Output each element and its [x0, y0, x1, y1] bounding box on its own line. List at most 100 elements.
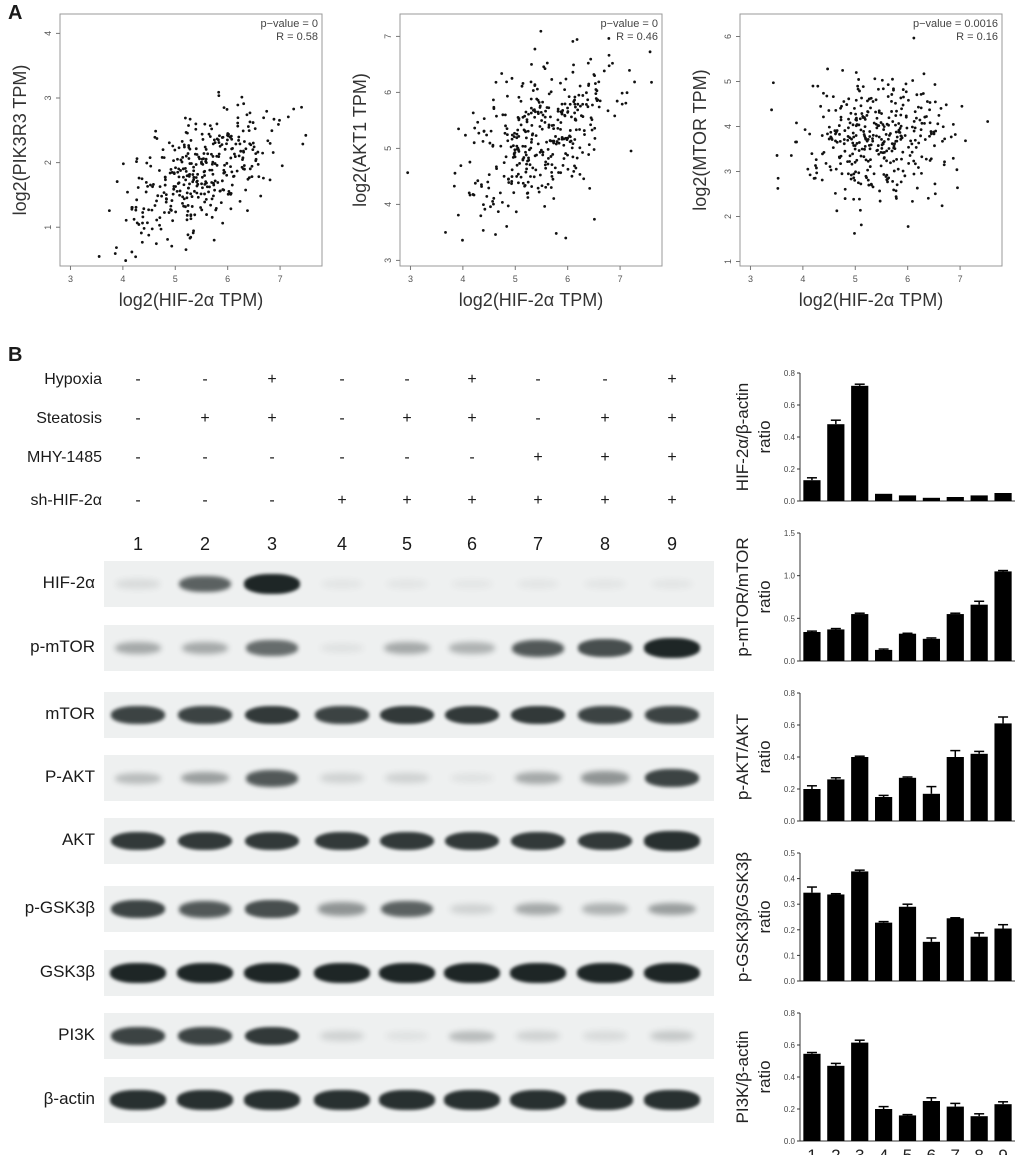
- data-point: [158, 185, 162, 189]
- data-point: [880, 112, 883, 115]
- condition-mark: +: [402, 410, 412, 427]
- data-point: [554, 232, 558, 235]
- data-point: [191, 173, 195, 176]
- data-point: [530, 123, 534, 127]
- data-point: [202, 152, 206, 155]
- data-point: [215, 137, 219, 141]
- blot-band: [111, 705, 165, 725]
- data-point: [261, 151, 265, 155]
- bar: [898, 1115, 917, 1141]
- condition-mark: -: [269, 449, 275, 466]
- data-point: [178, 189, 182, 193]
- bar: [875, 922, 893, 981]
- condition-mark: +: [467, 410, 477, 427]
- data-point: [185, 218, 189, 222]
- y-axis-label-ratio: ratio: [755, 420, 774, 453]
- y-axis-label: p-GSK3β/GSK3β: [733, 852, 752, 982]
- data-point: [153, 135, 157, 139]
- data-point: [511, 144, 515, 148]
- bar: [994, 493, 1012, 501]
- data-point: [147, 233, 151, 237]
- data-point: [871, 139, 875, 143]
- blot-band: [245, 900, 299, 918]
- data-point: [853, 106, 856, 110]
- data-point: [516, 128, 520, 132]
- bar: [803, 892, 821, 981]
- data-point: [872, 121, 876, 125]
- data-point: [164, 178, 167, 182]
- data-point: [479, 214, 483, 218]
- data-point: [560, 102, 564, 106]
- data-point: [181, 195, 185, 199]
- data-point: [892, 188, 896, 192]
- data-point: [874, 98, 878, 102]
- data-point: [539, 29, 543, 33]
- data-point: [134, 208, 138, 212]
- data-point: [480, 185, 483, 188]
- data-point: [134, 205, 138, 209]
- data-point: [187, 174, 191, 178]
- bar-chart-4: 0.0 0.1 0.2 0.3 0.4 0.5 p-GSK3β/GSK3β ratio: [733, 849, 1015, 986]
- data-point: [170, 209, 173, 212]
- data-point: [538, 104, 542, 108]
- data-point: [840, 172, 844, 176]
- data-point: [545, 140, 548, 144]
- data-point: [525, 120, 529, 124]
- data-point: [910, 142, 914, 146]
- data-point: [899, 113, 903, 117]
- data-point: [553, 166, 557, 170]
- y-tick-label: 0.8: [784, 689, 796, 698]
- data-point: [611, 61, 614, 65]
- data-point: [578, 146, 582, 150]
- data-point: [130, 206, 134, 209]
- lane-number: 6: [466, 534, 477, 554]
- y-tick-label: 0.2: [784, 785, 796, 794]
- data-point: [190, 205, 194, 208]
- blot-strip: [104, 692, 714, 738]
- data-point: [839, 115, 843, 119]
- data-point: [512, 153, 516, 157]
- data-point: [203, 169, 207, 173]
- data-point: [208, 185, 211, 189]
- data-point: [515, 136, 519, 140]
- data-point: [204, 180, 208, 184]
- blot-band: [379, 831, 435, 851]
- data-point: [928, 134, 931, 138]
- data-point: [933, 100, 937, 104]
- data-point: [821, 152, 824, 156]
- y-tick-label: 0.4: [784, 1073, 796, 1082]
- blot-strip: [104, 625, 714, 671]
- data-point: [851, 141, 855, 145]
- data-point: [155, 218, 159, 222]
- data-point: [543, 120, 547, 124]
- data-point: [919, 134, 922, 138]
- data-point: [467, 191, 471, 195]
- r-value-label: R = 0.16: [956, 31, 998, 43]
- blot-band: [115, 772, 161, 784]
- data-point: [808, 132, 812, 136]
- data-point: [182, 143, 186, 147]
- blot-band: [319, 1031, 365, 1041]
- data-point: [556, 109, 560, 113]
- bar: [898, 777, 917, 821]
- data-point: [492, 196, 496, 200]
- data-point: [212, 181, 215, 185]
- data-point: [163, 211, 166, 214]
- data-point: [578, 172, 582, 176]
- blot-band: [244, 574, 300, 594]
- data-point: [177, 146, 181, 150]
- data-point: [203, 200, 207, 204]
- data-point: [185, 196, 189, 200]
- y-tick-label: 0.2: [784, 926, 796, 935]
- data-point: [872, 172, 876, 176]
- data-point: [899, 180, 903, 184]
- data-point: [822, 91, 825, 95]
- data-point: [910, 125, 914, 129]
- data-point: [586, 105, 590, 109]
- x-tick-label: 7: [958, 274, 963, 284]
- data-point: [929, 132, 933, 136]
- data-point: [577, 93, 581, 97]
- condition-mark: -: [339, 371, 345, 388]
- data-point: [882, 140, 886, 143]
- data-point: [491, 199, 495, 203]
